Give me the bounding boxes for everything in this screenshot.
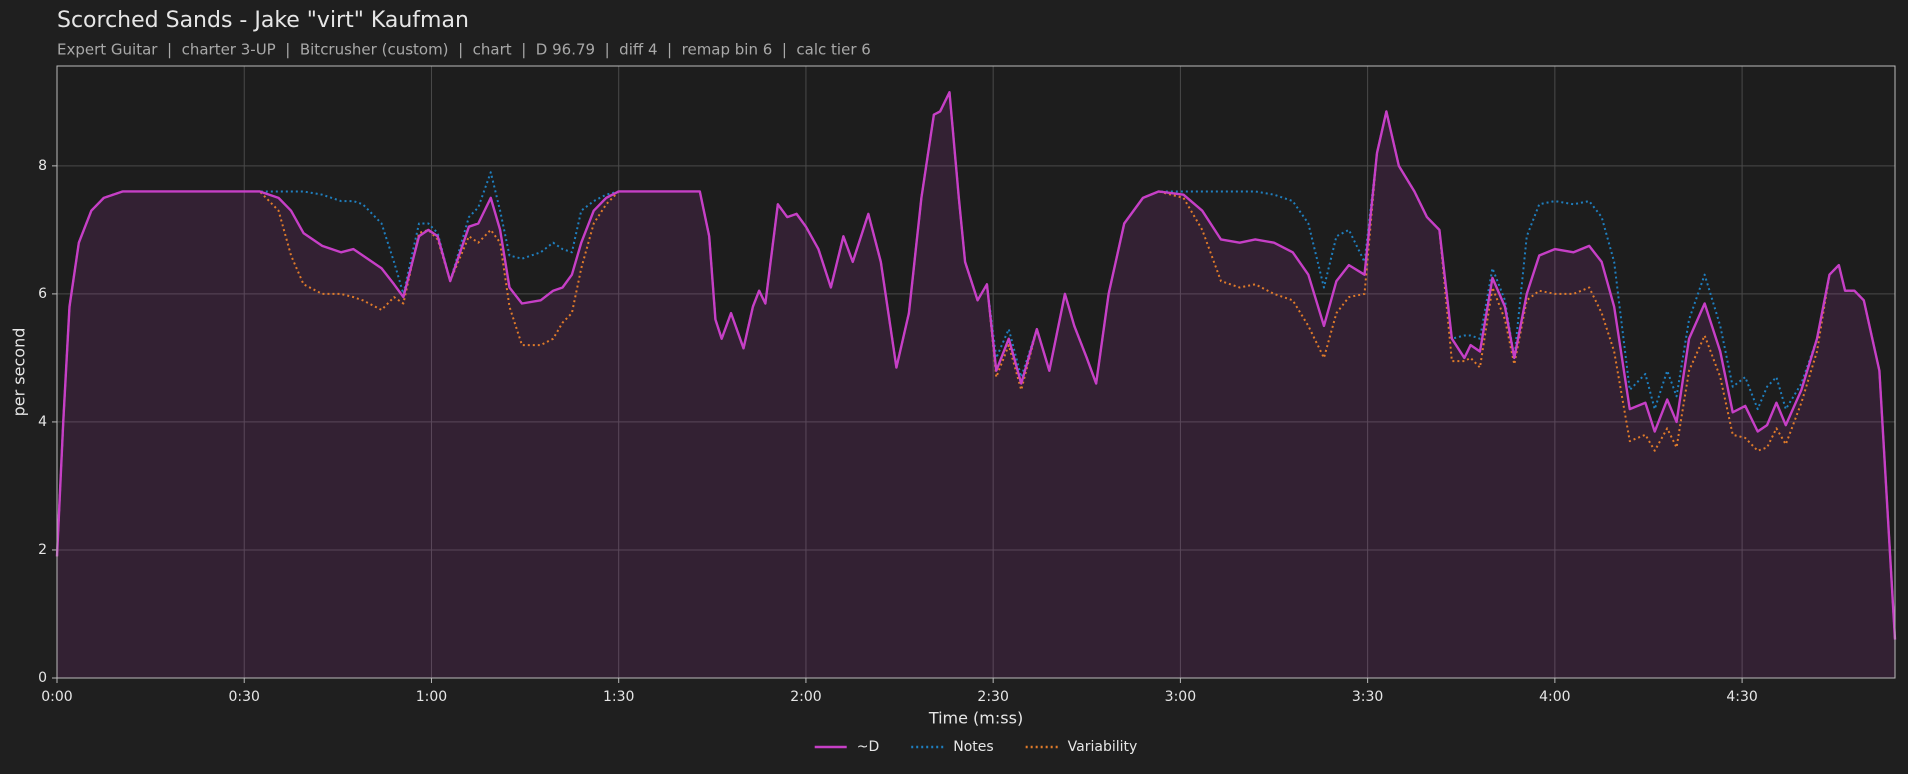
x-tick-label: 0:30 [229, 689, 260, 705]
x-tick-label: 3:00 [1165, 689, 1196, 705]
x-tick-label: 1:30 [603, 689, 634, 705]
chart-subtitle: Expert Guitar | charter 3-UP | Bitcrushe… [57, 41, 871, 59]
legend-label: Variability [1068, 739, 1138, 755]
x-tick-label: 4:00 [1539, 689, 1570, 705]
y-tick-label: 4 [38, 414, 47, 430]
plot-frame [56, 65, 1896, 679]
y-axis-label: per second [10, 328, 29, 417]
x-axis-label: Time (m:ss) [928, 709, 1023, 728]
legend: ~D Notes Variability [814, 739, 1138, 755]
series-line [55, 91, 1897, 640]
area-fill [57, 92, 1895, 678]
y-tick-label: 0 [38, 670, 47, 686]
x-tick-label: 1:00 [416, 689, 447, 705]
x-tick-label: 2:30 [977, 689, 1008, 705]
chart-title: Scorched Sands - Jake "virt" Kaufman [57, 8, 469, 33]
x-tick-label: 4:30 [1726, 689, 1757, 705]
plot-area [57, 66, 1895, 678]
x-tick-label: 3:30 [1352, 689, 1383, 705]
legend-label: Notes [953, 739, 993, 755]
legend-label: ~D [857, 739, 880, 755]
x-tick-label: 2:00 [790, 689, 821, 705]
y-tick-label: 6 [38, 286, 47, 302]
y-tick-label: 8 [38, 158, 47, 174]
y-tick-label: 2 [38, 542, 47, 558]
x-tick-label: 0:00 [41, 689, 72, 705]
